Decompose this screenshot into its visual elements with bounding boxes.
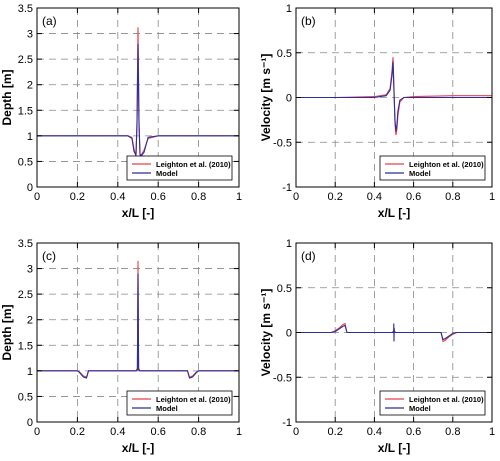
y-tick-label: 1.5 (18, 105, 33, 117)
chart-panel-3: 0 0.2 0.4 0.6 0.8 1 0 0.5 1 1.5 2 2.5 3 3.5 x/L [-] Dep… (0, 238, 242, 455)
x-tick-label: 0 (34, 426, 40, 438)
x-tick-label: 0 (293, 191, 299, 203)
legend-box (379, 155, 486, 181)
legend: Leighton et al. (2010)Model (379, 155, 486, 181)
x-tick-label: 1 (236, 426, 242, 438)
x-tick-label: 0.6 (151, 191, 166, 203)
x-axis-label: x/L [-] (378, 441, 410, 455)
x-tick-label: 0.8 (445, 191, 460, 203)
y-axis-label: Velocity [m s⁻¹] (259, 54, 273, 142)
y-tick-label: -0.5 (273, 372, 292, 384)
y-tick-label: 2 (27, 80, 33, 92)
x-tick-label: 0.2 (328, 426, 343, 438)
y-tick-label: 2 (27, 315, 33, 327)
y-tick-label: 3.5 (18, 238, 33, 250)
x-axis-label: x/L [-] (378, 206, 410, 220)
plot-frame (36, 7, 240, 188)
series-line-leighton (37, 260, 239, 378)
panel-label: (d) (301, 249, 316, 263)
panel-label: (b) (301, 14, 316, 28)
legend-label: Leighton et al. (2010) (156, 160, 231, 169)
legend-label: Model (409, 404, 431, 413)
panel-label: (c) (42, 249, 56, 263)
y-tick-label: 1.5 (18, 340, 33, 352)
y-tick-label: -0.5 (273, 137, 292, 149)
x-tick-label: 1 (236, 191, 242, 203)
series-line-model (37, 273, 239, 379)
y-tick-label: 0 (27, 182, 33, 194)
series-line-model (296, 323, 492, 342)
y-tick-label: 3.5 (18, 3, 33, 15)
legend: Leighton et al. (2010)Model (126, 155, 233, 181)
legend-label: Model (156, 169, 178, 178)
x-tick-label: 0.6 (151, 426, 166, 438)
y-tick-label: -1 (282, 417, 292, 429)
x-tick-label: 0.4 (110, 191, 125, 203)
x-tick-label: 0.4 (110, 426, 125, 438)
legend-label: Model (409, 169, 431, 178)
x-tick-label: 0.4 (367, 426, 382, 438)
legend-box (379, 390, 486, 416)
legend-label: Model (156, 404, 178, 413)
x-tick-label: 0.8 (191, 191, 206, 203)
y-tick-label: 2.5 (18, 54, 33, 66)
x-tick-label: 0 (293, 426, 299, 438)
y-tick-label: 0.5 (18, 156, 33, 168)
legend: Leighton et al. (2010)Model (126, 390, 233, 416)
y-tick-label: 0.5 (277, 283, 292, 295)
x-tick-label: 1 (489, 426, 495, 438)
chart-panel-2: 0 0.2 0.4 0.6 0.8 1 -1 -0.5 0 0.5 1 x/L [-] Velocity… (259, 3, 495, 220)
y-tick-label: 1 (286, 238, 292, 250)
x-tick-label: 0.2 (70, 426, 85, 438)
series-line-model (296, 61, 492, 132)
legend-box (126, 155, 233, 181)
y-axis-label: Depth [m] (0, 70, 14, 126)
legend-label: Leighton et al. (2010) (409, 160, 484, 169)
chart-panel-4: 0 0.2 0.4 0.6 0.8 1 -1 -0.5 0 0.5 1 x/L [-] Velocity… (259, 238, 495, 455)
x-tick-label: 0.4 (367, 191, 382, 203)
x-tick-label: 1 (489, 191, 495, 203)
y-tick-label: 3 (27, 29, 33, 41)
y-tick-label: 2.5 (18, 289, 33, 301)
x-tick-label: 0.2 (70, 191, 85, 203)
x-tick-label: 0 (34, 191, 40, 203)
x-tick-label: 0.2 (328, 191, 343, 203)
x-axis-label: x/L [-] (122, 206, 154, 220)
x-tick-label: 0.8 (191, 426, 206, 438)
legend-box (126, 390, 233, 416)
y-tick-label: 1 (286, 3, 292, 15)
x-tick-label: 0.6 (406, 426, 421, 438)
y-tick-label: 0 (286, 93, 292, 105)
series-line-model (37, 43, 239, 158)
legend-label: Leighton et al. (2010) (409, 395, 484, 404)
panel-label: (a) (42, 14, 57, 28)
y-tick-label: 3 (27, 264, 33, 276)
y-axis-label: Depth [m] (0, 305, 14, 361)
y-tick-label: -1 (282, 182, 292, 194)
y-tick-label: 0.5 (18, 391, 33, 403)
y-tick-label: 0 (27, 417, 33, 429)
y-tick-label: 0.5 (277, 48, 292, 60)
legend: Leighton et al. (2010)Model (379, 390, 486, 416)
x-axis-label: x/L [-] (122, 441, 154, 455)
x-tick-label: 0.6 (406, 191, 421, 203)
chart-panel-1: 0 0.2 0.4 0.6 0.8 1 0 0.5 1 1.5 2 2.5 3 3.5 x/L [-] Dep… (0, 3, 242, 220)
y-tick-label: 1 (27, 366, 33, 378)
y-axis-label: Velocity [m s⁻¹] (259, 289, 273, 377)
plot-frame (36, 242, 240, 423)
legend-label: Leighton et al. (2010) (156, 395, 231, 404)
y-tick-label: 1 (27, 131, 33, 143)
y-tick-label: 0 (286, 328, 292, 340)
x-tick-label: 0.8 (445, 426, 460, 438)
